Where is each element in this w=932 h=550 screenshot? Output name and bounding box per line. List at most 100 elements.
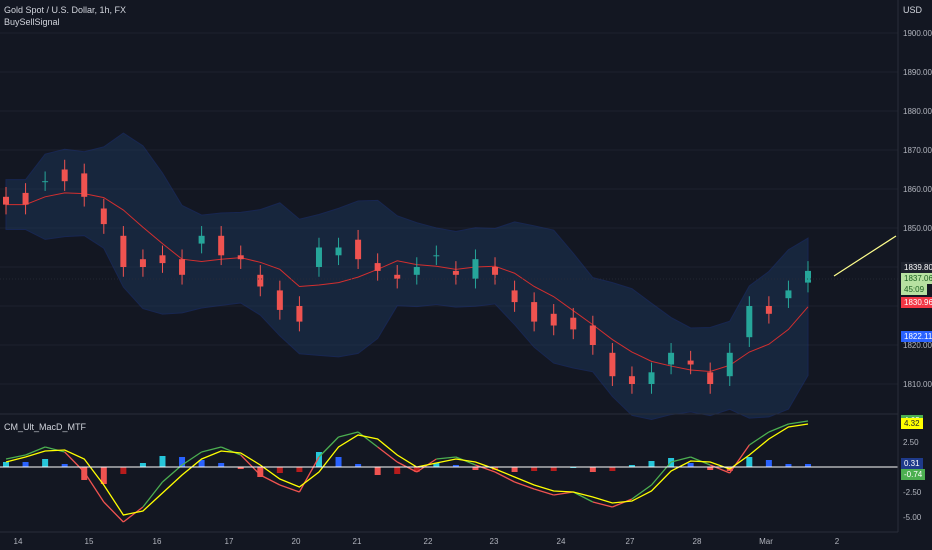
macd-line-segment xyxy=(142,481,163,508)
price-tag: 1839.80 xyxy=(901,262,932,274)
price-tick-label: 1870.00 xyxy=(903,146,932,155)
macd-line-segment xyxy=(788,420,809,425)
candlestick-series xyxy=(3,159,811,394)
candle-body xyxy=(237,255,244,260)
macd-line-segment xyxy=(83,471,105,503)
candle-body xyxy=(315,247,322,267)
histogram-bar xyxy=(628,465,635,467)
candle-body xyxy=(413,267,420,275)
candle-body xyxy=(726,352,733,377)
candle-body xyxy=(531,302,538,322)
histogram-bar xyxy=(315,452,322,467)
macd-line-segment xyxy=(298,456,320,493)
time-tick-label: 2 xyxy=(835,537,840,546)
candle-body xyxy=(3,196,9,205)
candle-body xyxy=(61,169,68,182)
macd-indicator-label[interactable]: CM_Ult_MacD_MTF xyxy=(4,422,87,432)
histogram-bar xyxy=(452,465,459,467)
macd-line-segment xyxy=(64,451,85,473)
candle-body xyxy=(492,267,499,275)
time-tick-label: 17 xyxy=(225,537,234,546)
candle-body xyxy=(374,263,381,271)
macd-line-segment xyxy=(748,431,770,446)
macd-line-segment xyxy=(25,446,46,456)
time-tick-label: 28 xyxy=(693,537,702,546)
histogram-bar xyxy=(42,459,49,467)
macd-line-segment xyxy=(651,461,672,486)
time-tick-label: 21 xyxy=(353,537,362,546)
macd-line-segment xyxy=(475,464,496,473)
macd-line-segment xyxy=(259,474,281,486)
price-axis: 1900.00 1890.00 1880.00 1870.00 1860.00 1850.… xyxy=(903,29,932,389)
histogram-bar xyxy=(22,462,29,467)
histogram-bar xyxy=(511,467,518,472)
macd-pane xyxy=(3,420,811,523)
macd-line-segment xyxy=(436,456,456,460)
time-tick-label: 22 xyxy=(424,537,433,546)
time-tick-label: 23 xyxy=(490,537,499,546)
macd-tag: -0.74 xyxy=(901,468,926,480)
macd-tick-label: -2.50 xyxy=(903,488,922,497)
time-tick-label: 15 xyxy=(85,537,94,546)
price-tick-label: 1900.00 xyxy=(903,29,932,38)
candle-body xyxy=(120,235,127,267)
histogram-bar xyxy=(785,464,792,467)
time-tick-label: 16 xyxy=(153,537,162,546)
candle-body xyxy=(628,376,635,384)
histogram-bar xyxy=(355,464,362,467)
price-tag: 1830.96 xyxy=(901,296,932,308)
macd-tick-label: 2.50 xyxy=(903,438,919,447)
candle-body xyxy=(198,235,205,244)
macd-tag: 0.31 xyxy=(901,458,923,470)
macd-line-segment xyxy=(357,431,379,448)
histogram-bar xyxy=(589,467,596,472)
histogram-bar xyxy=(335,457,342,467)
histogram-bar xyxy=(218,463,225,467)
time-tick-label: 14 xyxy=(14,537,23,546)
candle-body xyxy=(335,247,342,256)
candle-body xyxy=(218,235,225,256)
candle-body xyxy=(687,360,694,365)
macd-line-segment xyxy=(729,444,750,474)
candle-body xyxy=(805,270,811,283)
macd-line-segment xyxy=(494,471,515,483)
candle-body xyxy=(22,192,29,205)
histogram-bar xyxy=(61,464,68,467)
candle-body xyxy=(296,306,303,322)
macd-line-segment xyxy=(103,501,124,523)
histogram-bar xyxy=(100,467,107,484)
band-area xyxy=(5,132,809,420)
candle-body xyxy=(100,208,107,225)
macd-line-segment xyxy=(318,436,340,458)
macd-line-segment xyxy=(338,431,359,438)
candle-body xyxy=(394,274,401,279)
macd-line-segment xyxy=(670,456,691,463)
candle-body xyxy=(648,372,655,384)
candle-body xyxy=(257,274,264,287)
candle-body xyxy=(276,290,283,310)
macd-tick-label: -5.00 xyxy=(903,513,922,522)
macd-line-segment xyxy=(279,484,300,493)
price-tick-label: 1820.00 xyxy=(903,341,932,350)
macd-line-segment xyxy=(631,484,652,500)
macd-line-segment xyxy=(201,446,222,453)
candle-body xyxy=(472,259,479,279)
bollinger-band xyxy=(5,132,809,420)
histogram-bar xyxy=(648,461,655,467)
macd-line-segment xyxy=(768,423,789,433)
time-axis: 14 15 16 17 20 21 22 23 24 27 28 Mar 2 xyxy=(14,537,840,546)
histogram-bar xyxy=(765,460,772,467)
macd-line-segment xyxy=(377,446,398,463)
candle-body xyxy=(550,313,557,326)
histogram-bar xyxy=(413,467,420,472)
macd-line-segment xyxy=(592,501,613,508)
price-tag: 45:09 xyxy=(901,283,928,295)
histogram-bar xyxy=(746,457,753,467)
symbol-title[interactable]: Gold Spot / U.S. Dollar, 1h, FX xyxy=(4,5,127,15)
histogram-bar xyxy=(609,467,616,471)
price-tick-label: 1850.00 xyxy=(903,224,932,233)
indicator-label[interactable]: BuySellSignal xyxy=(4,17,60,27)
candle-body xyxy=(139,259,146,267)
histogram-bar xyxy=(81,467,88,480)
